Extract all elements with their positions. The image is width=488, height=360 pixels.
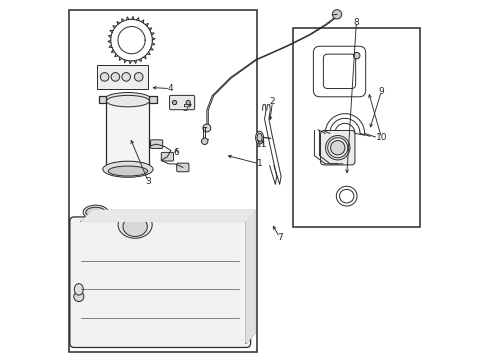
Circle shape <box>122 73 130 81</box>
Ellipse shape <box>257 134 262 142</box>
Text: 4: 4 <box>167 84 173 93</box>
Text: 2: 2 <box>269 97 275 106</box>
Ellipse shape <box>74 284 83 295</box>
Text: 8: 8 <box>353 18 359 27</box>
Ellipse shape <box>104 93 151 106</box>
Circle shape <box>134 73 142 81</box>
Bar <box>97 65 147 89</box>
Ellipse shape <box>106 162 149 173</box>
FancyBboxPatch shape <box>70 217 250 347</box>
Circle shape <box>330 140 344 155</box>
Text: 11: 11 <box>255 140 267 149</box>
Polygon shape <box>246 211 255 343</box>
Bar <box>292 28 419 226</box>
Text: 9: 9 <box>378 86 384 95</box>
Circle shape <box>185 100 190 105</box>
Bar <box>106 101 149 167</box>
Text: 5: 5 <box>182 104 188 113</box>
Circle shape <box>203 124 210 132</box>
Text: 7: 7 <box>276 233 282 242</box>
Circle shape <box>111 73 120 81</box>
Ellipse shape <box>108 166 147 176</box>
FancyBboxPatch shape <box>161 152 173 161</box>
Circle shape <box>201 138 207 144</box>
Circle shape <box>74 292 83 302</box>
Text: 3: 3 <box>145 177 151 186</box>
FancyBboxPatch shape <box>176 163 188 172</box>
Circle shape <box>353 52 359 59</box>
FancyBboxPatch shape <box>169 95 194 110</box>
Ellipse shape <box>85 207 105 217</box>
Bar <box>99 96 106 103</box>
Ellipse shape <box>102 161 153 177</box>
Ellipse shape <box>83 205 108 220</box>
Circle shape <box>172 100 176 105</box>
Circle shape <box>332 10 341 19</box>
Circle shape <box>100 73 109 81</box>
Bar <box>149 96 156 103</box>
Bar <box>69 10 257 352</box>
FancyBboxPatch shape <box>320 131 354 165</box>
Ellipse shape <box>255 131 263 144</box>
Polygon shape <box>81 211 255 221</box>
FancyBboxPatch shape <box>150 140 163 148</box>
Ellipse shape <box>118 211 152 238</box>
Ellipse shape <box>106 95 149 107</box>
Ellipse shape <box>122 217 147 237</box>
Text: 1: 1 <box>256 159 262 168</box>
Text: 10: 10 <box>375 133 386 142</box>
Text: 6: 6 <box>173 148 179 157</box>
